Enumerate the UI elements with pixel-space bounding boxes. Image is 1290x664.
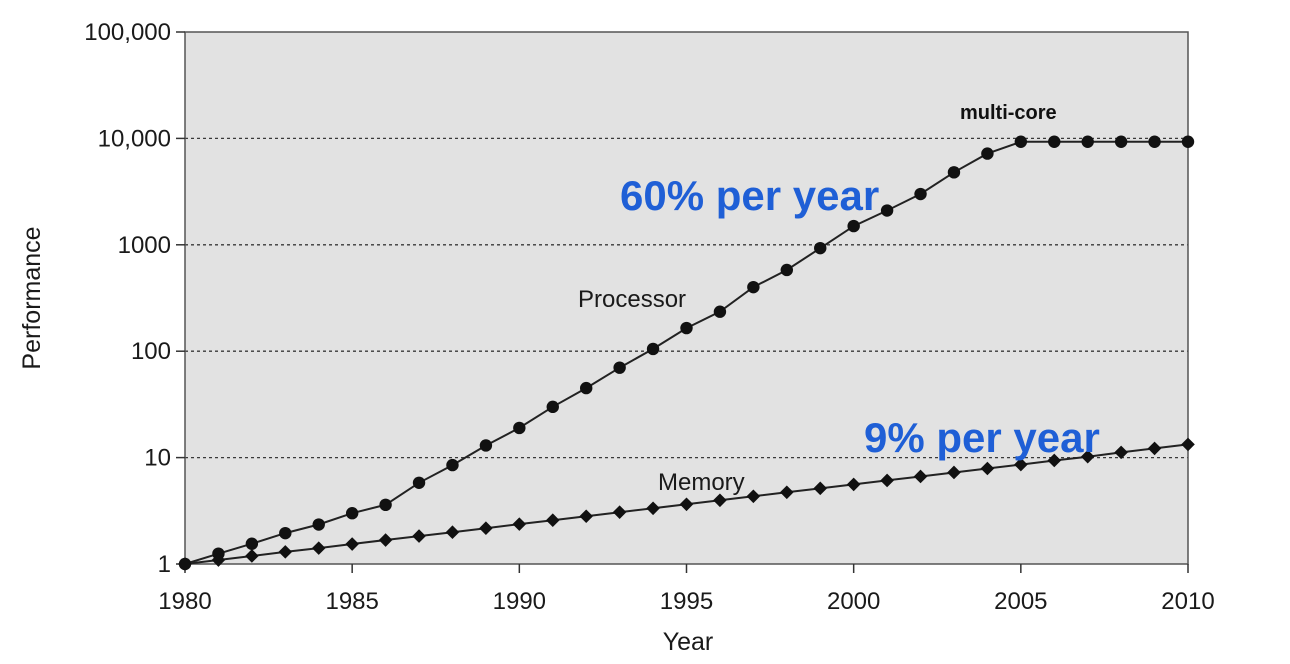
memory-point bbox=[178, 557, 192, 571]
processor-rate-annotation: 60% per year bbox=[620, 172, 879, 219]
processor-series-label: Processor bbox=[578, 286, 686, 313]
memory-point bbox=[880, 473, 894, 488]
memory-point bbox=[679, 497, 694, 512]
x-tick-label: 1980 bbox=[158, 588, 211, 615]
y-tick-label: 10,000 bbox=[98, 125, 171, 152]
processor-point bbox=[446, 458, 459, 472]
series-layer bbox=[178, 135, 1195, 571]
processor-point bbox=[513, 421, 526, 435]
processor-point bbox=[379, 498, 392, 512]
memory-point bbox=[846, 477, 861, 492]
memory-point bbox=[947, 465, 961, 480]
memory-point bbox=[278, 545, 293, 559]
processor-point bbox=[1181, 135, 1195, 148]
processor-point bbox=[814, 241, 827, 255]
processor-point bbox=[780, 263, 793, 277]
memory-point bbox=[1181, 437, 1195, 452]
processor-point bbox=[680, 321, 693, 335]
memory-point bbox=[245, 549, 259, 563]
processor-point bbox=[479, 439, 493, 452]
y-tick-label: 10 bbox=[144, 445, 171, 472]
processor-point bbox=[1014, 135, 1028, 148]
memory-point bbox=[1080, 449, 1095, 464]
processor-point bbox=[345, 507, 359, 520]
memory-point bbox=[545, 513, 560, 528]
processor-point bbox=[847, 219, 860, 233]
processor-point bbox=[880, 204, 894, 217]
processor-point bbox=[312, 518, 325, 531]
memory-point bbox=[746, 489, 761, 504]
memory-point bbox=[1014, 457, 1028, 472]
x-tick-label: 2005 bbox=[994, 588, 1047, 615]
processor-point bbox=[580, 381, 593, 395]
processor-point bbox=[1148, 135, 1161, 148]
series-memory bbox=[178, 437, 1195, 571]
processor-point bbox=[947, 166, 961, 179]
memory-point bbox=[980, 461, 995, 476]
x-tick-label: 1995 bbox=[660, 588, 713, 615]
memory-point bbox=[579, 509, 593, 524]
memory-point bbox=[612, 505, 627, 519]
x-tick-label: 2000 bbox=[827, 588, 880, 615]
memory-point bbox=[211, 553, 226, 567]
processor-point bbox=[981, 147, 994, 160]
y-tick-label: 100 bbox=[131, 338, 171, 365]
processor-point bbox=[747, 280, 760, 294]
memory-rate-annotation: 9% per year bbox=[864, 414, 1100, 461]
x-tick-label: 1990 bbox=[493, 588, 546, 615]
memory-point bbox=[813, 481, 828, 496]
memory-series-label: Memory bbox=[658, 469, 745, 496]
processor-point bbox=[245, 537, 259, 550]
processor-point bbox=[279, 526, 292, 540]
memory-point bbox=[412, 529, 426, 543]
processor-point bbox=[646, 342, 660, 356]
processor-point bbox=[1081, 135, 1094, 148]
memory-point bbox=[713, 493, 727, 508]
processor-point bbox=[546, 400, 559, 414]
processor-point bbox=[713, 305, 727, 318]
memory-point bbox=[1047, 453, 1062, 468]
processor-point bbox=[412, 476, 426, 489]
multi-core-annotation: multi-core bbox=[960, 102, 1057, 124]
memory-point bbox=[479, 521, 493, 536]
memory-point bbox=[445, 525, 460, 540]
memory-point bbox=[646, 501, 660, 516]
processor-point bbox=[914, 187, 927, 201]
memory-point bbox=[1147, 441, 1162, 456]
y-tick-label: 100,000 bbox=[84, 19, 171, 46]
x-tick-label: 1985 bbox=[325, 588, 378, 615]
memory-point bbox=[345, 537, 359, 551]
memory-point bbox=[378, 533, 393, 547]
x-axis-title: Year bbox=[663, 628, 714, 656]
plot-area-background bbox=[185, 32, 1188, 564]
processor-point bbox=[1114, 135, 1128, 148]
memory-point bbox=[311, 541, 326, 555]
memory-point bbox=[913, 469, 928, 484]
y-axis-title: Performance bbox=[18, 226, 46, 369]
memory-point bbox=[780, 485, 794, 500]
processor-point bbox=[1048, 135, 1061, 148]
axis-ticks: 1 10 100 1000 10,000 100,000 1980 1985 1990 1995 2… bbox=[84, 19, 1214, 615]
memory-point bbox=[1114, 445, 1128, 460]
y-tick-label: 1 bbox=[158, 551, 171, 578]
y-tick-label: 1000 bbox=[118, 232, 171, 259]
processor-point bbox=[613, 361, 626, 374]
x-tick-label: 2010 bbox=[1161, 588, 1214, 615]
memory-point bbox=[512, 517, 527, 531]
